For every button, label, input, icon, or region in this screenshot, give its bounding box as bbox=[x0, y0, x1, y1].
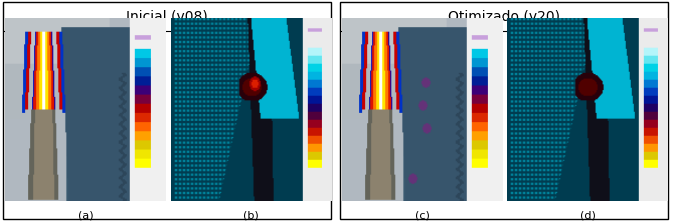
Text: Otimizado (v20): Otimizado (v20) bbox=[448, 10, 560, 24]
FancyBboxPatch shape bbox=[340, 2, 668, 219]
Text: (b): (b) bbox=[243, 211, 259, 221]
Text: (c): (c) bbox=[415, 211, 429, 221]
Text: Inicial (v08): Inicial (v08) bbox=[127, 10, 208, 24]
Text: (d): (d) bbox=[579, 211, 596, 221]
FancyBboxPatch shape bbox=[3, 2, 331, 219]
Text: (a): (a) bbox=[77, 211, 94, 221]
